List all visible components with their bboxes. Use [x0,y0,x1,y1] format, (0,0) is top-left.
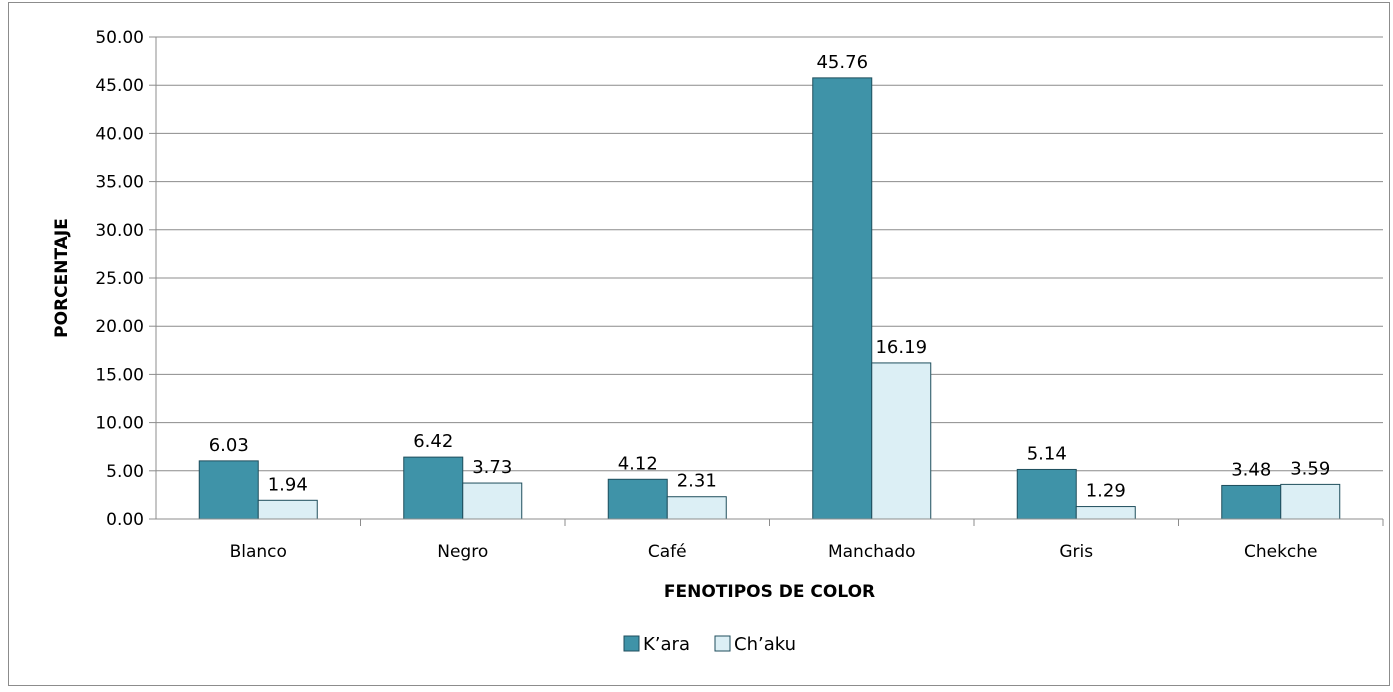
data-labels: 6.03 1.94 6.42 3.73 4.12 2.31 45.76 16.19 5.14 1.… [209,52,1331,502]
x-category-label: Gris [1059,542,1093,562]
data-label: 16.19 [875,337,927,358]
legend-swatch [623,635,640,652]
data-label: 5.14 [1027,443,1067,464]
legend-swatch [714,635,731,652]
data-label: 4.12 [618,453,658,474]
gridlines [156,36,1383,472]
x-category-label: Blanco [230,542,287,562]
legend: K’ara Ch’aku [623,634,796,655]
bar-chaku [666,496,727,520]
y-tick-label: 25.00 [95,269,144,289]
y-tick-label: 10.00 [95,414,144,434]
data-label: 3.48 [1231,459,1271,480]
y-tick-label: 0.00 [106,510,144,530]
data-label: 1.29 [1086,481,1126,502]
data-label: 2.31 [677,471,717,492]
bar-chart: 0.00 5.00 10.00 15.00 20.00 25.00 30.00 35.00 40… [52,28,1384,655]
bar-kara [1016,468,1077,520]
x-category-label: Café [648,542,687,562]
x-axis-categories: Blanco Negro Café Manchado Gris Chekche [230,542,1318,562]
bar-chaku [462,482,523,520]
y-axis-title: PORCENTAJE [52,218,72,338]
bar-kara [403,456,464,520]
bar-chaku [871,362,932,520]
y-tick-label: 35.00 [95,173,144,193]
bar-chaku [257,499,318,520]
y-tick-label: 50.00 [95,28,144,48]
y-tick-label: 5.00 [106,462,144,482]
chart-frame: 0.00 5.00 10.00 15.00 20.00 25.00 30.00 35.00 40… [8,2,1390,686]
bar-chaku [1280,483,1341,520]
x-axis-title: FENOTIPOS DE COLOR [664,582,875,602]
y-tick-label: 15.00 [95,365,144,385]
data-label: 3.73 [472,457,512,478]
x-category-label: Chekche [1244,542,1318,562]
legend-label: K’ara [643,634,690,655]
bar-kara [812,77,873,520]
data-label: 1.94 [268,474,308,495]
bar-kara [607,478,668,520]
data-label: 6.03 [209,435,249,456]
data-label: 45.76 [816,52,868,73]
bar-kara [198,460,259,520]
y-tick-label: 20.00 [95,317,144,337]
bar-kara [1221,484,1282,520]
data-label: 6.42 [413,431,453,452]
bar-chaku [1075,506,1136,520]
y-tick-label: 45.00 [95,76,144,96]
axes [155,37,1384,526]
data-label: 3.59 [1290,458,1330,479]
x-category-label: Manchado [828,542,916,562]
x-category-label: Negro [437,542,488,562]
y-axis-ticks: 0.00 5.00 10.00 15.00 20.00 25.00 30.00 35.00 40… [95,28,156,530]
y-tick-label: 30.00 [95,221,144,241]
bars [198,77,1341,520]
legend-label: Ch’aku [734,634,796,655]
y-tick-label: 40.00 [95,124,144,144]
